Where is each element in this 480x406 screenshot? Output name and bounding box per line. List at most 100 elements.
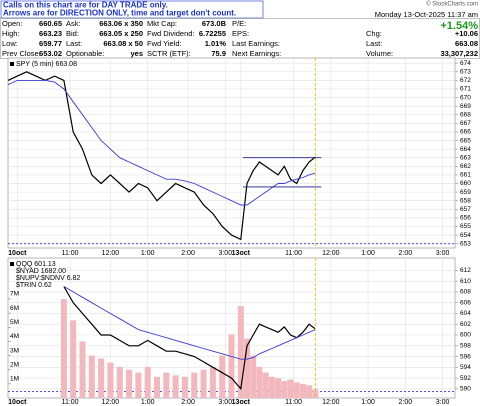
y-tick-label: 594: [460, 364, 471, 371]
quote-label: Bid:: [66, 29, 79, 38]
volume-bar: [98, 358, 105, 398]
quote-value: 663.23: [39, 29, 62, 38]
quote-label: Open:: [2, 19, 22, 28]
series-line: [63, 286, 316, 360]
x-tick-label: 2:00: [181, 250, 195, 257]
quote-value: 33,307,232: [440, 49, 478, 58]
volume-bar: [209, 366, 216, 398]
volume-bar: [163, 372, 170, 398]
x-tick-label: 12:00: [102, 399, 120, 406]
volume-bar: [262, 372, 269, 398]
x-tick-label: 10oct: [8, 250, 27, 257]
quote-label: P/E:: [232, 19, 246, 28]
legend-entry: SPY (5 min) 663.08: [16, 61, 77, 68]
y-tick-label: 610: [460, 278, 471, 285]
x-tick-label: 12:00: [102, 250, 120, 257]
y-tick-label: 665: [460, 137, 471, 144]
change-pct: +1.54%: [440, 20, 478, 32]
y-tick-label: 672: [460, 77, 471, 84]
volume-bar: [126, 369, 133, 398]
volume-bar: [88, 355, 95, 398]
y-tick-label: 662: [460, 163, 471, 170]
legend-entry: QQQ 601.13: [16, 261, 56, 268]
y-tick-label: 602: [460, 321, 471, 328]
x-tick-label: 12:00: [322, 399, 340, 406]
y-tick-label: 600: [460, 332, 471, 339]
volume-bar: [281, 381, 288, 398]
y-tick-label: 671: [460, 86, 471, 93]
quote-value: +10.06: [455, 29, 478, 38]
quote-label: SCTR (ETF):: [147, 49, 191, 58]
y-tick-label: 592: [460, 375, 471, 382]
y-tick-label: 7M: [10, 291, 19, 298]
y-tick-label: 653: [460, 240, 471, 247]
x-tick-label: 13oct: [232, 399, 251, 406]
volume-bar: [200, 369, 207, 398]
y-tick-label: 658: [460, 197, 471, 204]
y-tick-label: 608: [460, 289, 471, 296]
quote-value: 1.01%: [205, 39, 227, 48]
quote-label: High:: [2, 29, 20, 38]
note: Arrows are for DIRECTION ONLY, time and …: [3, 9, 236, 18]
quote-value: 673.0B: [202, 19, 227, 28]
legend-swatch: [10, 62, 14, 66]
y-tick-label: 668: [460, 111, 471, 118]
x-tick-label: 3:00: [436, 399, 450, 406]
x-tick-label: 11:00: [285, 250, 302, 257]
volume-bar: [293, 382, 300, 398]
volume-bar: [79, 341, 86, 398]
y-tick-label: 661: [460, 172, 471, 179]
volume-bar: [268, 376, 275, 398]
quote-value: 75.9: [211, 49, 226, 58]
y-tick-label: 674: [460, 60, 471, 67]
x-tick-label: 12:00: [322, 250, 340, 257]
legend-entry: $NUPV:$NDNV 6.82: [16, 275, 80, 282]
volume-bar: [306, 385, 313, 398]
volume-bar: [191, 372, 198, 398]
x-tick-label: 11:00: [285, 399, 302, 406]
volume-bar: [250, 355, 257, 398]
volume-bar: [172, 375, 179, 398]
y-tick-label: 655: [460, 223, 471, 230]
quote-value: 660.65: [39, 19, 62, 28]
x-tick-label: 3:00: [218, 399, 232, 406]
y-tick-label: 612: [460, 267, 471, 274]
x-tick-label: 11:00: [62, 250, 79, 257]
quote-label: Last:: [66, 39, 82, 48]
y-tick-label: 666: [460, 129, 471, 136]
volume-bar: [228, 334, 235, 398]
x-tick-label: 10oct: [8, 399, 27, 406]
y-tick-label: 657: [460, 206, 471, 213]
volume-bar: [237, 306, 244, 398]
quote-value: 6.72255: [199, 29, 226, 38]
volume-bar: [116, 366, 123, 398]
volume-bar: [135, 372, 142, 398]
volume-bar: [107, 362, 114, 398]
quote-label: Mkt Cap:: [147, 19, 177, 28]
quote-value: yes: [130, 49, 143, 58]
y-tick-label: 664: [460, 146, 471, 153]
y-tick-label: 590: [460, 386, 471, 393]
y-tick-label: 667: [460, 120, 471, 127]
y-tick-label: 659: [460, 189, 471, 196]
volume-bar: [70, 320, 77, 398]
volume-bar: [144, 366, 151, 398]
x-tick-label: 2:00: [181, 399, 195, 406]
quote-label: Fwd Yield:: [147, 39, 182, 48]
x-tick-label: 1:00: [141, 250, 155, 257]
x-tick-label: 11:00: [62, 399, 79, 406]
plot-area: [7, 57, 456, 249]
x-tick-label: 1:00: [141, 399, 155, 406]
quote-value: 663.08: [455, 39, 478, 48]
y-tick-label: 670: [460, 94, 471, 101]
x-tick-label: 2:00: [399, 250, 413, 257]
y-tick-label: 2M: [10, 361, 19, 368]
y-tick-label: 606: [460, 299, 471, 306]
quote-value: 663.08 x 50: [103, 39, 143, 48]
x-tick-label: 1:00: [361, 250, 375, 257]
volume-bar: [287, 379, 294, 398]
volume-bar: [154, 376, 160, 398]
legend-entry: $TRIN 0.62: [16, 282, 52, 289]
datetime: Monday 13-Oct-2025 11:37 am: [375, 10, 478, 19]
